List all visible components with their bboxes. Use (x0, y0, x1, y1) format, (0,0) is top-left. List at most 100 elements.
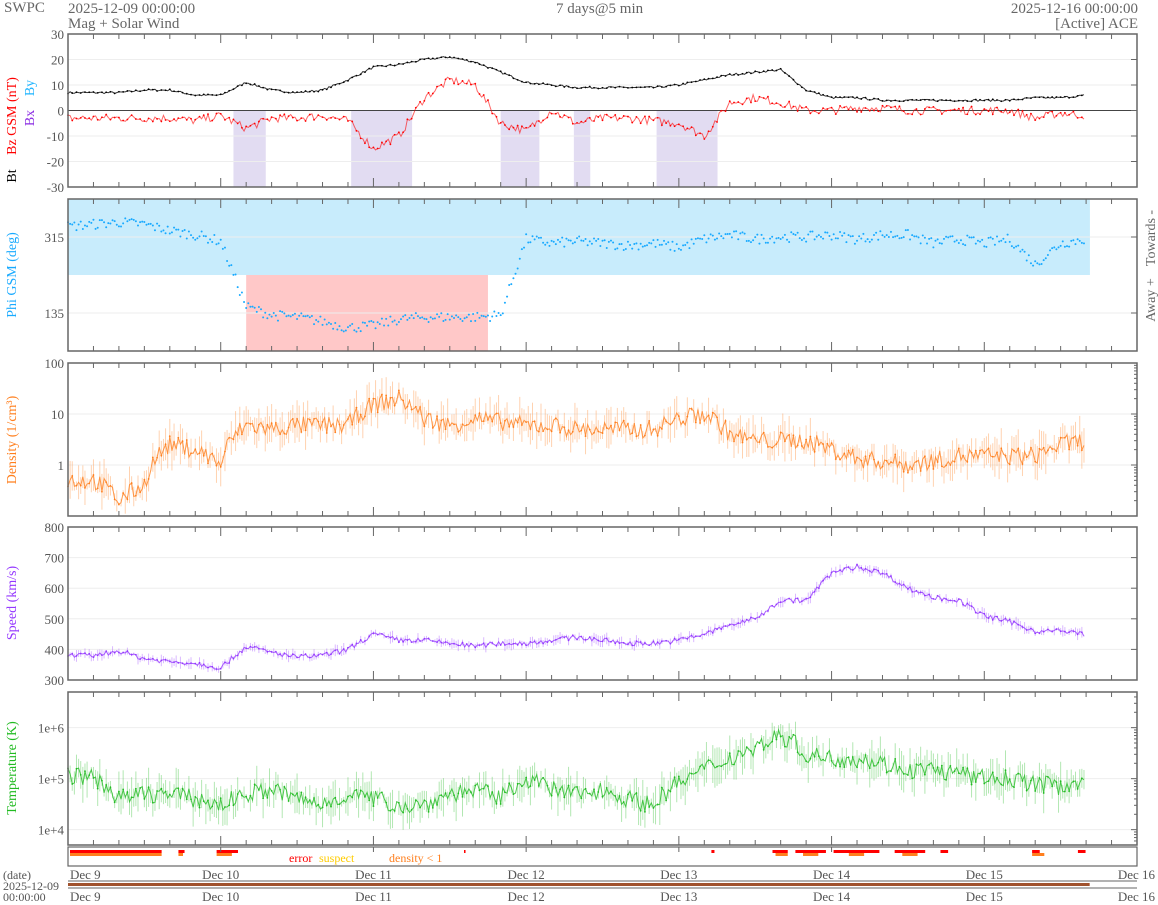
temperature-point (499, 803, 502, 805)
density-point (296, 417, 298, 420)
speed-point (291, 653, 294, 656)
error-flag (1077, 850, 1086, 853)
phi-point (860, 237, 863, 240)
density-point (198, 452, 201, 455)
negative-bz-shade (710, 110, 715, 187)
bz-point (779, 104, 782, 107)
negative-bz-shade (583, 110, 588, 187)
density-point (1047, 449, 1049, 452)
bt-point (308, 90, 311, 93)
temperature-point (758, 742, 761, 744)
density-point (84, 486, 86, 489)
phi-point (942, 237, 945, 240)
phi-point (497, 312, 500, 315)
density-point (635, 435, 638, 438)
bz-point (580, 120, 583, 123)
speed-point (423, 637, 426, 640)
bt-point (427, 57, 430, 60)
speed-point (1034, 632, 1037, 635)
temperature-point (788, 735, 791, 738)
speed-point (762, 613, 765, 616)
speed-point (635, 640, 638, 643)
density-point (313, 417, 315, 420)
negative-bz-shade (707, 110, 712, 187)
temperature-point (465, 792, 468, 795)
phi-point (561, 236, 564, 239)
phi-point (175, 228, 178, 231)
phi-point (81, 227, 84, 230)
bz-point (851, 108, 854, 111)
density-low-flag (902, 853, 918, 856)
phi-point (467, 313, 470, 316)
negative-bz-shade (532, 110, 537, 187)
phi-point (149, 222, 152, 225)
temperature-point (1038, 777, 1041, 779)
phi-point (718, 232, 721, 235)
temperature-point (1025, 789, 1028, 792)
bt-point (881, 100, 884, 102)
temperature-point (338, 803, 341, 806)
temperature-point (71, 783, 74, 785)
bz-point (279, 114, 282, 117)
phi-point (773, 241, 776, 244)
temperature-point (724, 763, 727, 765)
bz-point (631, 121, 634, 124)
phi-point (1008, 240, 1011, 243)
phi-point (694, 237, 697, 240)
temperature-point (826, 752, 829, 755)
bz-point (656, 116, 659, 119)
bt-point (325, 88, 328, 91)
phi-point (877, 238, 880, 241)
density-point (364, 415, 366, 418)
speed-point (296, 656, 298, 659)
phi-point (96, 226, 99, 229)
phi-point (325, 323, 328, 326)
phi-point (126, 220, 129, 223)
phi-point (959, 239, 962, 242)
density-low-flag (803, 853, 819, 856)
phi-point (427, 320, 430, 323)
temperature-point (996, 776, 998, 779)
speed-point (355, 642, 358, 645)
temperature-point (397, 801, 400, 804)
density-point (834, 458, 837, 460)
speed-point (610, 640, 612, 643)
temperature-point (601, 795, 604, 798)
speed-point (571, 634, 574, 637)
negative-bz-shade (672, 110, 677, 187)
y-tick-label: -20 (47, 155, 64, 170)
phi-point (111, 219, 114, 222)
phi-point (380, 317, 383, 320)
bt-point (970, 100, 973, 103)
phi-point (607, 240, 610, 243)
phi-point (639, 242, 642, 245)
temperature-point (1047, 776, 1049, 778)
bt-point (351, 76, 354, 79)
phi-point (1040, 262, 1043, 265)
phi-point (991, 237, 994, 240)
phi-point (832, 233, 835, 236)
density-point (686, 415, 689, 418)
temperature-point (779, 735, 782, 738)
bz-point (402, 131, 405, 134)
phi-point (419, 317, 422, 320)
density-point (88, 482, 91, 485)
speed-point (287, 655, 290, 658)
phi-point (484, 315, 487, 318)
x-tick-label: Dec 14 (813, 889, 851, 904)
speed-point (177, 661, 180, 664)
phi-point (185, 237, 188, 240)
negative-bz-shade (373, 110, 378, 187)
density-point (308, 418, 311, 421)
bt-point (733, 73, 735, 76)
bz-point (860, 111, 863, 113)
density-point (957, 447, 960, 450)
phi-point (105, 226, 108, 229)
phi-point (669, 248, 672, 251)
bt-point (491, 67, 494, 70)
speed-point (393, 638, 396, 641)
phi-point (247, 302, 250, 305)
density-point (809, 435, 812, 438)
y-tick-label: -30 (47, 180, 64, 195)
speed-point (919, 591, 922, 594)
